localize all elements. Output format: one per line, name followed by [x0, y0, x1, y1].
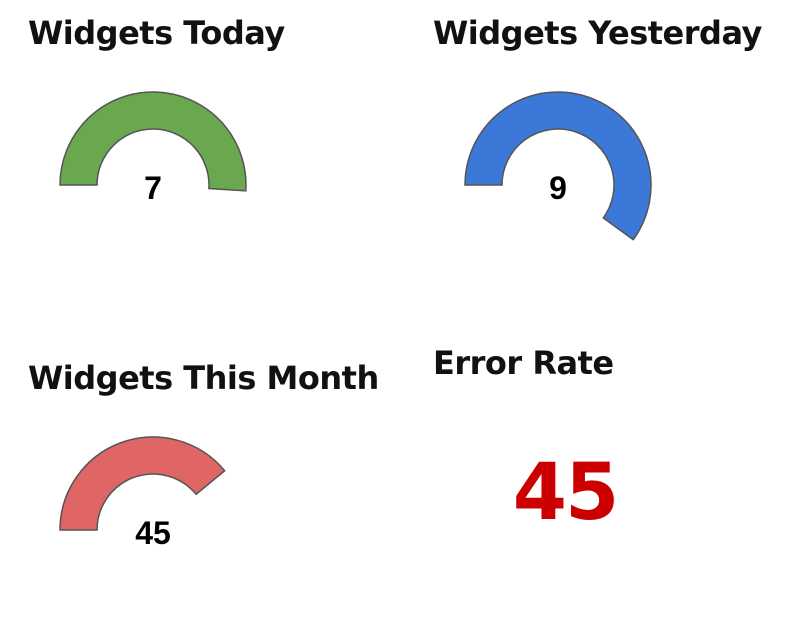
widgets-yesterday-gauge-arc [464, 91, 652, 241]
error-rate-value: 45 [512, 448, 620, 538]
error-rate-card: Error Rate 45 [405, 330, 775, 620]
widgets-yesterday-title: Widgets Yesterday [433, 14, 762, 52]
widgets-yesterday-card: Widgets Yesterday 9 [405, 0, 775, 290]
widgets-yesterday-value: 9 [549, 170, 567, 206]
widgets-yesterday-gauge: 9 [464, 91, 652, 241]
widgets-today-title: Widgets Today [28, 14, 285, 52]
widgets-today-gauge-arc [59, 91, 247, 192]
widgets-this-month-value: 45 [135, 515, 171, 551]
widgets-today-gauge: 7 [59, 91, 247, 206]
widgets-this-month-gauge-arc [59, 436, 226, 531]
widgets-today-value: 7 [144, 170, 162, 206]
error-rate-title: Error Rate [433, 344, 614, 382]
widgets-today-card: Widgets Today 7 [0, 0, 370, 290]
widgets-this-month-card: Widgets This Month 45 [0, 345, 379, 620]
widgets-this-month-title: Widgets This Month [28, 359, 379, 397]
widgets-this-month-gauge: 45 [59, 436, 226, 551]
